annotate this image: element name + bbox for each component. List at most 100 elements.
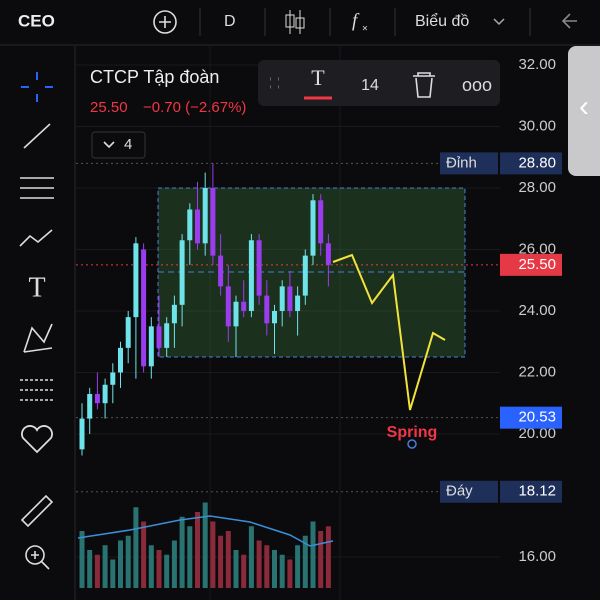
candle-body: [325, 243, 331, 265]
volume-bar: [218, 535, 224, 588]
candle-body: [79, 418, 85, 450]
volume-bar: [287, 559, 293, 588]
candle-body: [302, 255, 308, 296]
candle-body: [287, 286, 293, 311]
volume-bar: [248, 526, 254, 588]
candle-body: [118, 347, 123, 373]
volume-bar: [118, 540, 123, 588]
text-style-button[interactable]: T: [311, 65, 325, 90]
tag-name-box: [440, 480, 498, 503]
crosshair-tool[interactable]: [21, 72, 53, 102]
price-tag: [500, 480, 562, 503]
price-change: −0.70 (−2.67%): [143, 99, 246, 116]
price-label: 30.00: [518, 117, 556, 134]
plot: 32.00 30.00 28.00 26.00 24.00 22.00 20.00 16.00…: [76, 46, 562, 600]
last-price: 25.50: [90, 99, 128, 116]
candle-body: [156, 326, 162, 348]
candle-body: [318, 200, 324, 244]
fib-tool[interactable]: [20, 177, 54, 199]
volume-bar: [148, 545, 154, 588]
candle-body: [210, 187, 216, 256]
volume-bar: [210, 521, 216, 588]
indicators-toggle[interactable]: [91, 131, 146, 159]
symbol[interactable]: CEO: [18, 11, 55, 30]
indicators-button[interactable]: f: [352, 10, 360, 31]
price-tag: [500, 152, 562, 175]
volume-bar: [187, 526, 193, 588]
candle-icon-body: [285, 14, 295, 28]
volume-bar: [79, 531, 85, 588]
price-label: 32.00: [518, 56, 556, 73]
volume-bar: [141, 521, 147, 588]
volume-bar: [318, 531, 324, 588]
tag-name-box: [440, 152, 498, 175]
candle-body: [218, 255, 224, 287]
candle-body: [264, 295, 270, 324]
indicator-count: 4: [124, 136, 132, 153]
volume-bar: [133, 507, 139, 588]
add-button[interactable]: [153, 10, 177, 34]
candle-body: [110, 372, 116, 385]
volume-bar: [295, 545, 301, 588]
volume-bar: [272, 550, 277, 588]
volume-bar: [325, 526, 331, 588]
volume-bar: [87, 550, 93, 588]
interval[interactable]: D: [224, 13, 236, 30]
instrument-name: CTCP Tập đoàn: [90, 67, 219, 87]
price-label: 16.00: [518, 548, 556, 565]
volume-bar: [264, 545, 270, 588]
candle-body: [125, 317, 131, 348]
shape-tool[interactable]: [23, 323, 53, 353]
candle-body: [241, 301, 247, 311]
tag-name: Đỉnh: [446, 154, 477, 171]
candle-body: [310, 200, 316, 256]
text-tool[interactable]: T: [28, 272, 45, 303]
volume-bar: [225, 531, 231, 588]
zoom-tool[interactable]: [25, 545, 45, 565]
volume-bar: [310, 521, 316, 588]
candle-body: [202, 187, 208, 244]
candle-body: [233, 301, 239, 327]
chart-menu[interactable]: Biểu đồ: [415, 12, 469, 30]
candle-body: [133, 243, 139, 318]
undo-button[interactable]: [561, 13, 577, 29]
volume-bar: [110, 559, 116, 588]
candle-body: [87, 393, 93, 419]
favorites-tool[interactable]: [21, 425, 53, 454]
candle-body: [295, 295, 301, 311]
drag-handle[interactable]: [270, 77, 279, 89]
add-icon: [159, 16, 171, 28]
price-label: 26.00: [518, 240, 556, 257]
forecast-zigzag: [332, 253, 446, 411]
price-label: 24.00: [518, 302, 556, 319]
volume-bar: [125, 535, 131, 588]
volume-bar: [171, 540, 177, 588]
ruler-tool[interactable]: [20, 494, 54, 528]
candle-icon[interactable]: [289, 10, 301, 34]
pattern-tool[interactable]: [19, 229, 53, 247]
chevron: [103, 141, 115, 149]
volume-bar: [164, 554, 170, 588]
more-button[interactable]: ooo: [462, 75, 492, 95]
trendline-tool[interactable]: [23, 123, 51, 149]
volume-bar: [241, 554, 247, 588]
price-label: 20.00: [518, 425, 556, 442]
volume-bar: [302, 535, 308, 588]
price-tag-label: 28.80: [518, 154, 556, 171]
tag-name: Đáy: [446, 483, 473, 500]
candle-body: [171, 304, 177, 324]
candle-body: [248, 240, 254, 311]
volume-bar: [233, 550, 239, 588]
side-panel-handle[interactable]: [568, 46, 600, 176]
price-label: 28.00: [518, 179, 556, 196]
font-size[interactable]: 14: [361, 77, 379, 94]
forecast-tool[interactable]: [20, 379, 54, 401]
candle-body: [225, 286, 231, 327]
price-tag: [500, 406, 562, 429]
chevron: [493, 18, 505, 26]
volume-bar: [179, 516, 185, 588]
delete-button[interactable]: [413, 72, 435, 98]
price-label: 22.00: [518, 363, 556, 380]
indicators-x: ×: [362, 24, 368, 35]
